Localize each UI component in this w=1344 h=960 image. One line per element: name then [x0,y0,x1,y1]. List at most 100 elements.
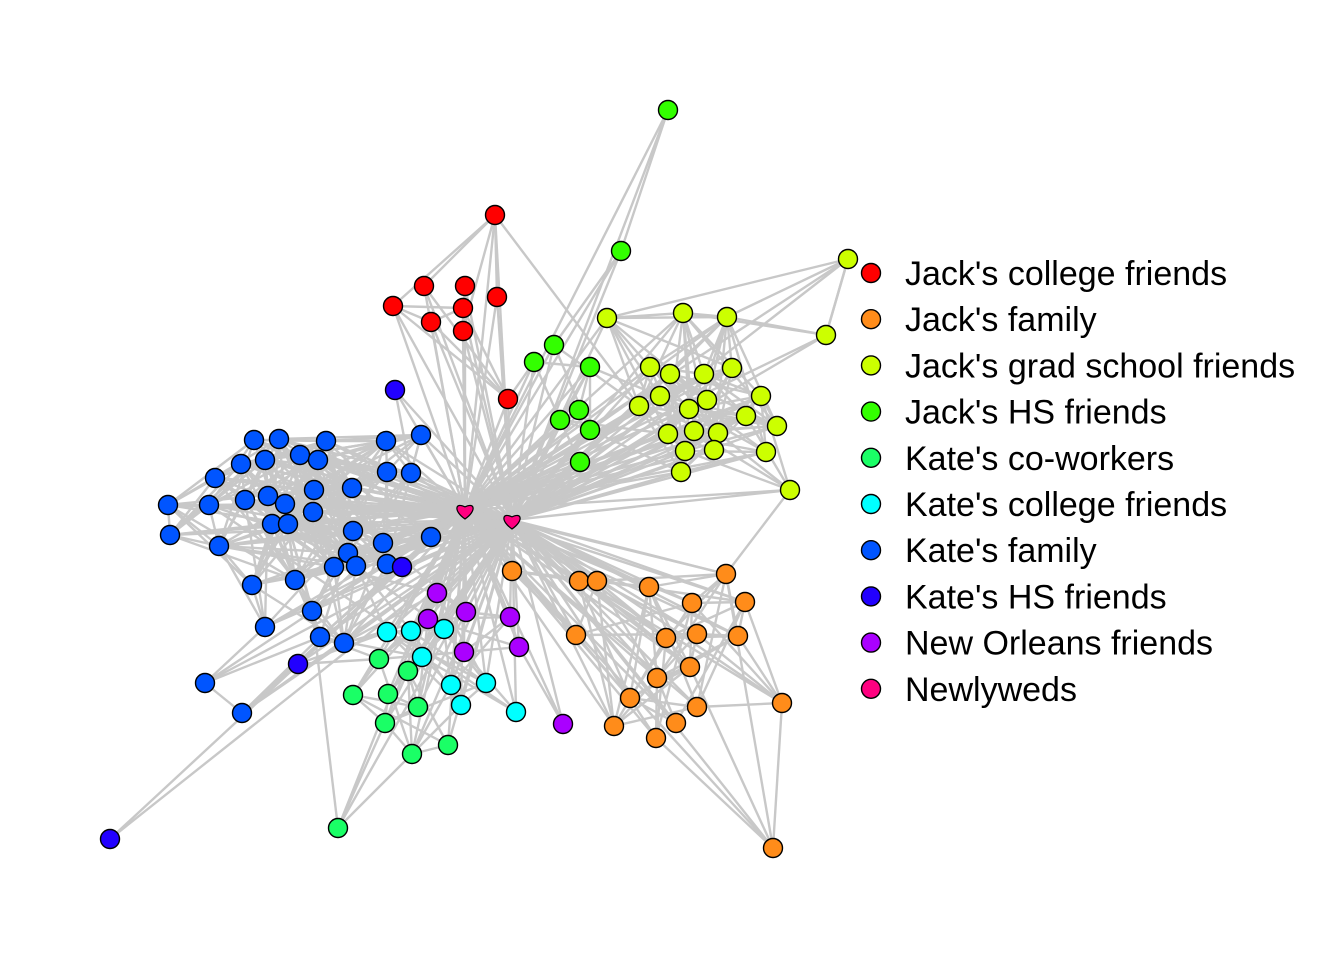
network-edge [393,389,413,474]
network-edge [204,518,513,685]
legend: Jack's college friends Jack's family Jack'… [860,255,1295,709]
network-edge [392,304,464,310]
guest-node [397,660,419,682]
network-edge [264,530,354,628]
network-edge [449,509,467,686]
legend-label: Kate's family [905,532,1097,570]
guest-node [771,692,793,714]
guest-node [257,485,279,507]
network-edge [649,315,728,369]
guest-node [231,702,253,724]
network-edge [392,214,496,307]
guest-node [254,616,276,638]
guest-node [307,449,329,471]
network-edge [325,433,422,443]
guest-node [420,311,442,333]
network-edge [484,519,514,684]
guest-node [762,837,784,859]
guest-node [727,625,749,647]
network-edge [553,250,622,346]
network-edge [410,684,453,755]
legend-label: Jack's family [905,301,1097,339]
guest-node [230,453,252,475]
network-edge [218,529,354,548]
network-edge [511,461,581,521]
guest-node [382,295,404,317]
guest-node [289,444,311,466]
network-edge [575,632,698,637]
guest-node [603,715,625,737]
network-edge [299,454,388,565]
guest-node [645,727,667,749]
network-edge [297,519,513,665]
guest-node [484,204,506,226]
guest-node [670,461,692,483]
guest-node [204,467,226,489]
network-edge [511,470,682,522]
guest-node [277,513,299,535]
guest-node [649,385,671,407]
guest-node [679,656,701,678]
network-edge [759,395,792,491]
network-edge [684,449,767,454]
guest-node [501,560,523,582]
guest-node [375,430,397,452]
guest-node [159,524,181,546]
guest-node [579,356,601,378]
guest-node [499,606,521,628]
guest-node [450,694,472,716]
guest-node [433,618,455,640]
network-edge [436,519,513,594]
guest-node [683,420,705,442]
network-edge [613,705,698,728]
network-edge [647,586,659,679]
guest-node [454,275,476,297]
guest-node [268,428,290,450]
network-edge [511,518,746,604]
network-edge [511,519,698,708]
guest-node [565,624,587,646]
guest-node [400,462,422,484]
guest-node [837,248,859,270]
network-edge [382,518,513,545]
guest-node [327,817,349,839]
legend-label: New Orleans friends [905,625,1213,663]
network-edge [204,626,266,684]
guest-node [569,451,591,473]
guest-node [486,286,508,308]
network-edge [667,414,747,436]
legend-label: Kate's college friends [905,486,1227,524]
network-edge [343,591,438,645]
guest-node [455,601,477,623]
guest-node [453,641,475,663]
legend-swatch [860,540,882,561]
legend-swatch [860,493,882,515]
guest-node [568,570,590,592]
guest-node [646,667,668,689]
network-nodes [99,99,859,859]
network-edge [392,305,509,400]
network-edge [420,434,513,521]
guest-node [672,302,694,324]
network-edge [725,489,791,575]
guest-node [716,306,738,328]
network-edge [655,737,774,849]
guest-node [437,734,459,756]
guest-node [287,653,309,675]
network-edge [511,519,774,849]
network-edge [332,566,346,644]
network-edge [464,366,591,511]
network-edge [310,610,340,829]
network-edge [352,693,449,747]
network-edge [510,519,565,725]
network-edge [394,389,513,521]
network-edge [684,449,791,492]
network-edge [667,394,762,436]
network-edge [312,508,466,514]
legend-label: Kate's HS friends [905,578,1167,616]
network-edge [464,470,682,512]
legend-label: Jack's HS friends [905,394,1167,432]
guest-node [254,449,276,471]
network-edge [208,504,517,713]
